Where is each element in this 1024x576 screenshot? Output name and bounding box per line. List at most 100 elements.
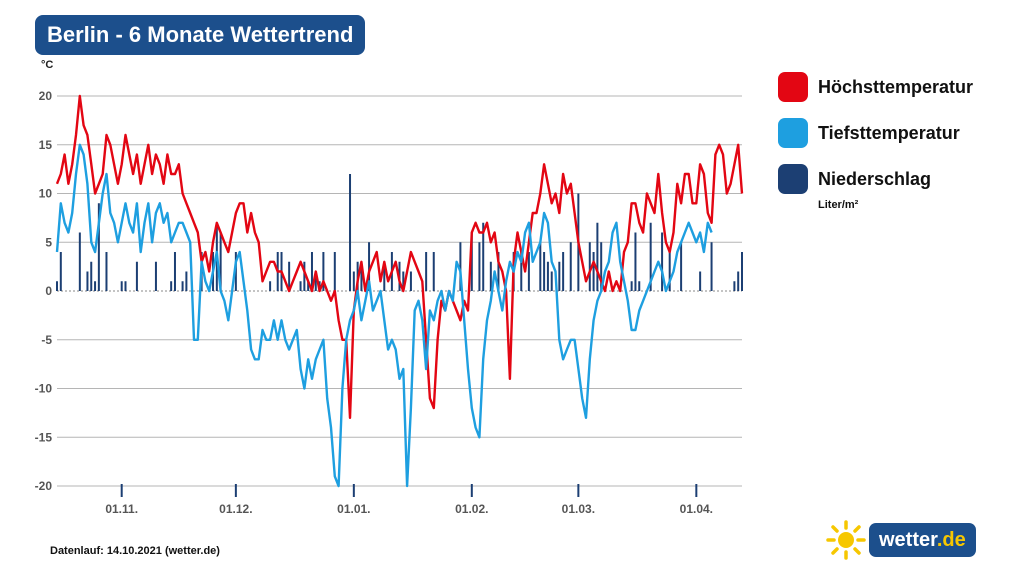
y-axis-unit: °C	[41, 59, 54, 71]
precip-bar	[368, 242, 371, 291]
legend-label-high: Höchsttemperatur	[818, 76, 974, 97]
precip-bar	[124, 281, 127, 291]
legend-item-high: Höchsttemperatur	[778, 72, 973, 102]
logo-name: wetter	[879, 529, 937, 551]
precip-bar	[470, 232, 473, 291]
x-tick-label: 01.04.	[680, 502, 713, 516]
legend: Höchsttemperatur Tiefsttemperatur Nieder…	[778, 72, 973, 210]
precip-bar	[630, 281, 633, 291]
x-tick-label: 01.03.	[562, 502, 595, 516]
precip-bar	[649, 222, 652, 291]
series-line-low	[55, 143, 713, 488]
y-tick-label: 20	[39, 89, 53, 103]
precip-bar	[733, 281, 736, 291]
wetter-logo[interactable]: wetter.de	[826, 520, 976, 560]
precip-bar	[497, 252, 500, 291]
x-tick-label: 01.11.	[105, 502, 138, 516]
precip-bar	[592, 252, 595, 291]
precip-bar	[432, 252, 435, 291]
precip-bar	[383, 261, 386, 291]
series-line-high	[55, 94, 744, 419]
precip-bar	[543, 252, 546, 291]
footer-data-run: Datenlauf: 14.10.2021 (wetter.de)	[50, 545, 220, 557]
precip-bar	[303, 261, 306, 291]
precip-bar	[546, 261, 549, 291]
y-tick-label: 0	[45, 284, 52, 298]
legend-label-precip: Niederschlag	[818, 168, 932, 189]
precip-bar	[59, 252, 62, 291]
precip-bar	[489, 261, 492, 291]
precip-bar	[638, 281, 641, 291]
precip-bar	[219, 232, 222, 291]
precip-bar	[558, 261, 561, 291]
precip-bar	[105, 252, 108, 291]
precip-bar	[94, 281, 97, 291]
legend-swatch-low	[778, 118, 808, 148]
y-tick-label: 5	[45, 235, 52, 249]
x-tick-label: 01.01.	[337, 502, 370, 516]
precip-bar	[352, 271, 355, 291]
precip-bar	[425, 252, 428, 291]
precip-bar	[539, 242, 542, 291]
precip-bar	[154, 261, 157, 291]
precip-bar	[634, 232, 637, 291]
chart-title: Berlin - 6 Monate Wettertrend	[35, 15, 366, 55]
x-tick-label: 01.12.	[219, 502, 252, 516]
precip-bar	[680, 242, 683, 291]
precip-bar	[170, 281, 173, 291]
precip-bar	[520, 252, 523, 291]
precip-bar	[97, 203, 100, 291]
precip-bar	[661, 232, 664, 291]
precip-bar	[333, 252, 336, 291]
precip-bar	[668, 252, 671, 291]
precip-bar	[299, 281, 302, 291]
legend-item-precip: Niederschlag	[778, 164, 973, 194]
precip-bar	[710, 242, 713, 291]
logo-tld: .de	[936, 529, 966, 551]
legend-precip-unit: Liter/m²	[818, 199, 859, 211]
precip-bar	[234, 252, 237, 291]
precip-bar	[181, 281, 184, 291]
precip-bar	[550, 271, 553, 291]
precip-bar	[56, 281, 58, 291]
legend-swatch-precip	[778, 164, 808, 194]
precip-bar	[78, 232, 81, 291]
legend-label-low: Tiefsttemperatur	[818, 122, 960, 143]
sun-icon	[826, 520, 866, 560]
precip-bar	[699, 271, 702, 291]
precip-bar	[86, 271, 89, 291]
precip-bar	[402, 271, 405, 291]
precip-bar	[135, 261, 138, 291]
y-tick-label: -20	[35, 479, 53, 493]
weather-chart: 20 15 10 5 0 -5 -10 -15 -20 01.11. 01.12. 01.01. 01.…	[35, 89, 744, 516]
precip-bar	[173, 252, 176, 291]
precip-bar	[120, 281, 123, 291]
y-tick-label: -10	[35, 382, 53, 396]
precip-bar	[596, 222, 599, 291]
precip-bar	[314, 271, 317, 291]
logo-wordmark: wetter.de	[869, 523, 976, 557]
y-tick-label: 15	[39, 138, 53, 152]
precip-bar	[459, 242, 462, 291]
precip-bar	[409, 271, 412, 291]
y-tick-label: 10	[39, 187, 53, 201]
precip-bar	[269, 281, 272, 291]
precip-bar	[569, 242, 572, 291]
y-tick-label: -15	[35, 430, 53, 444]
x-tick-label: 01.02.	[455, 502, 488, 516]
precip-bar	[185, 271, 188, 291]
precip-bar	[527, 252, 530, 291]
precip-bar	[360, 261, 363, 291]
precip-bar	[741, 252, 743, 291]
precip-bar	[307, 281, 310, 291]
precip-bar	[588, 242, 591, 291]
legend-item-low: Tiefsttemperatur	[778, 118, 973, 148]
precip-bar	[600, 242, 603, 291]
y-tick-label: -5	[41, 333, 52, 347]
legend-swatch-high	[778, 72, 808, 102]
precip-bar	[478, 242, 481, 291]
precip-bar	[322, 252, 325, 291]
precip-bar	[737, 271, 740, 291]
precip-bar	[90, 261, 93, 291]
precip-bar	[562, 252, 565, 291]
